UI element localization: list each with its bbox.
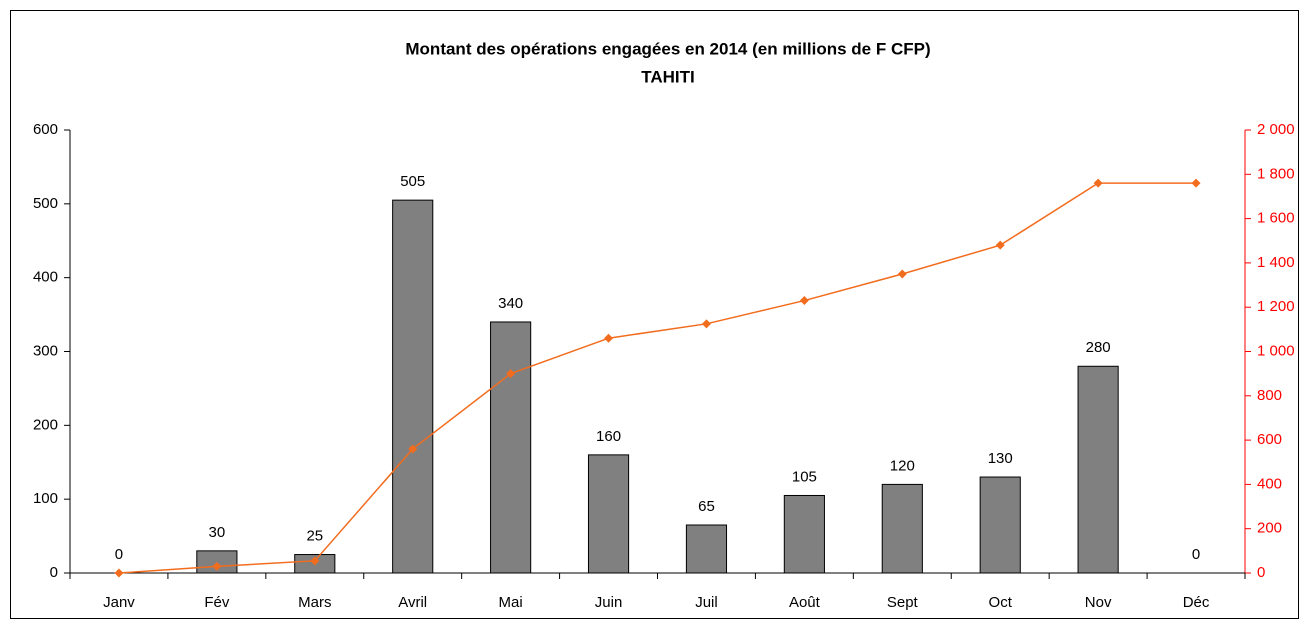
data-label: 0 (1192, 546, 1200, 563)
y-tick-label: 400 (33, 269, 58, 286)
line-marker (1093, 178, 1103, 188)
x-tick-label: Fév (204, 594, 230, 611)
y-tick-label: 100 (33, 490, 58, 507)
line-marker (897, 269, 907, 279)
x-tick-label: Août (789, 594, 821, 611)
y2-tick-label: 200 (1257, 520, 1282, 537)
data-label: 160 (596, 428, 621, 445)
y-tick-label: 600 (33, 121, 58, 138)
line-marker (799, 296, 809, 306)
bar (783, 494, 825, 574)
y2-tick-label: 1 800 (1257, 165, 1295, 182)
chart-subtitle: TAHITI (641, 67, 695, 86)
bar (685, 524, 728, 574)
y2-tick-label: 0 (1257, 564, 1265, 581)
x-tick-label: Avril (398, 594, 427, 611)
x-tick-label: Mars (298, 594, 331, 611)
x-tick-label: Juin (595, 594, 623, 611)
bar (392, 199, 434, 574)
bar (979, 476, 1021, 574)
y2-tick-label: 400 (1257, 475, 1282, 492)
y2-tick-label: 1 400 (1257, 254, 1295, 271)
y-tick-label: 0 (50, 564, 58, 581)
bar (1077, 365, 1119, 574)
y-tick-label: 300 (33, 342, 58, 359)
data-label: 120 (890, 457, 915, 474)
line-marker (604, 333, 614, 343)
x-tick-label: Oct (989, 594, 1013, 611)
chart-frame (10, 10, 1299, 619)
data-label: 25 (306, 528, 323, 545)
chart-title: Montant des opérations engagées en 2014 … (405, 39, 930, 58)
y2-tick-label: 1 000 (1257, 342, 1295, 359)
x-tick-label: Janv (103, 594, 135, 611)
bar (881, 483, 923, 574)
y-tick-label: 200 (33, 416, 58, 433)
y-tick-label: 500 (33, 195, 58, 212)
line-marker (506, 369, 516, 379)
line-marker (310, 556, 320, 566)
y2-tick-label: 1 200 (1257, 298, 1295, 315)
y2-tick-label: 800 (1257, 387, 1282, 404)
data-label: 340 (498, 295, 523, 312)
line-marker (701, 319, 711, 329)
data-label: 105 (792, 468, 817, 485)
data-label: 280 (1086, 339, 1111, 356)
line (118, 182, 1197, 574)
x-tick-label: Juil (695, 594, 718, 611)
x-tick-label: Nov (1085, 594, 1112, 611)
x-tick-label: Déc (1183, 594, 1210, 611)
bar (490, 321, 532, 574)
data-label: 65 (698, 498, 715, 515)
line-marker (1191, 178, 1201, 188)
y2-tick-label: 1 600 (1257, 210, 1295, 227)
line-marker (995, 240, 1005, 250)
x-tick-label: Sept (887, 594, 919, 611)
x-tick-label: Mai (499, 594, 523, 611)
line-marker (114, 568, 124, 578)
bar (587, 454, 630, 574)
line-marker (212, 561, 222, 571)
data-label: 0 (115, 546, 123, 563)
y2-tick-label: 600 (1257, 431, 1282, 448)
data-label: 505 (400, 173, 425, 190)
data-label: 30 (209, 524, 226, 541)
line-marker (408, 444, 418, 454)
data-label: 130 (988, 450, 1013, 467)
y2-tick-label: 2 000 (1257, 121, 1295, 138)
